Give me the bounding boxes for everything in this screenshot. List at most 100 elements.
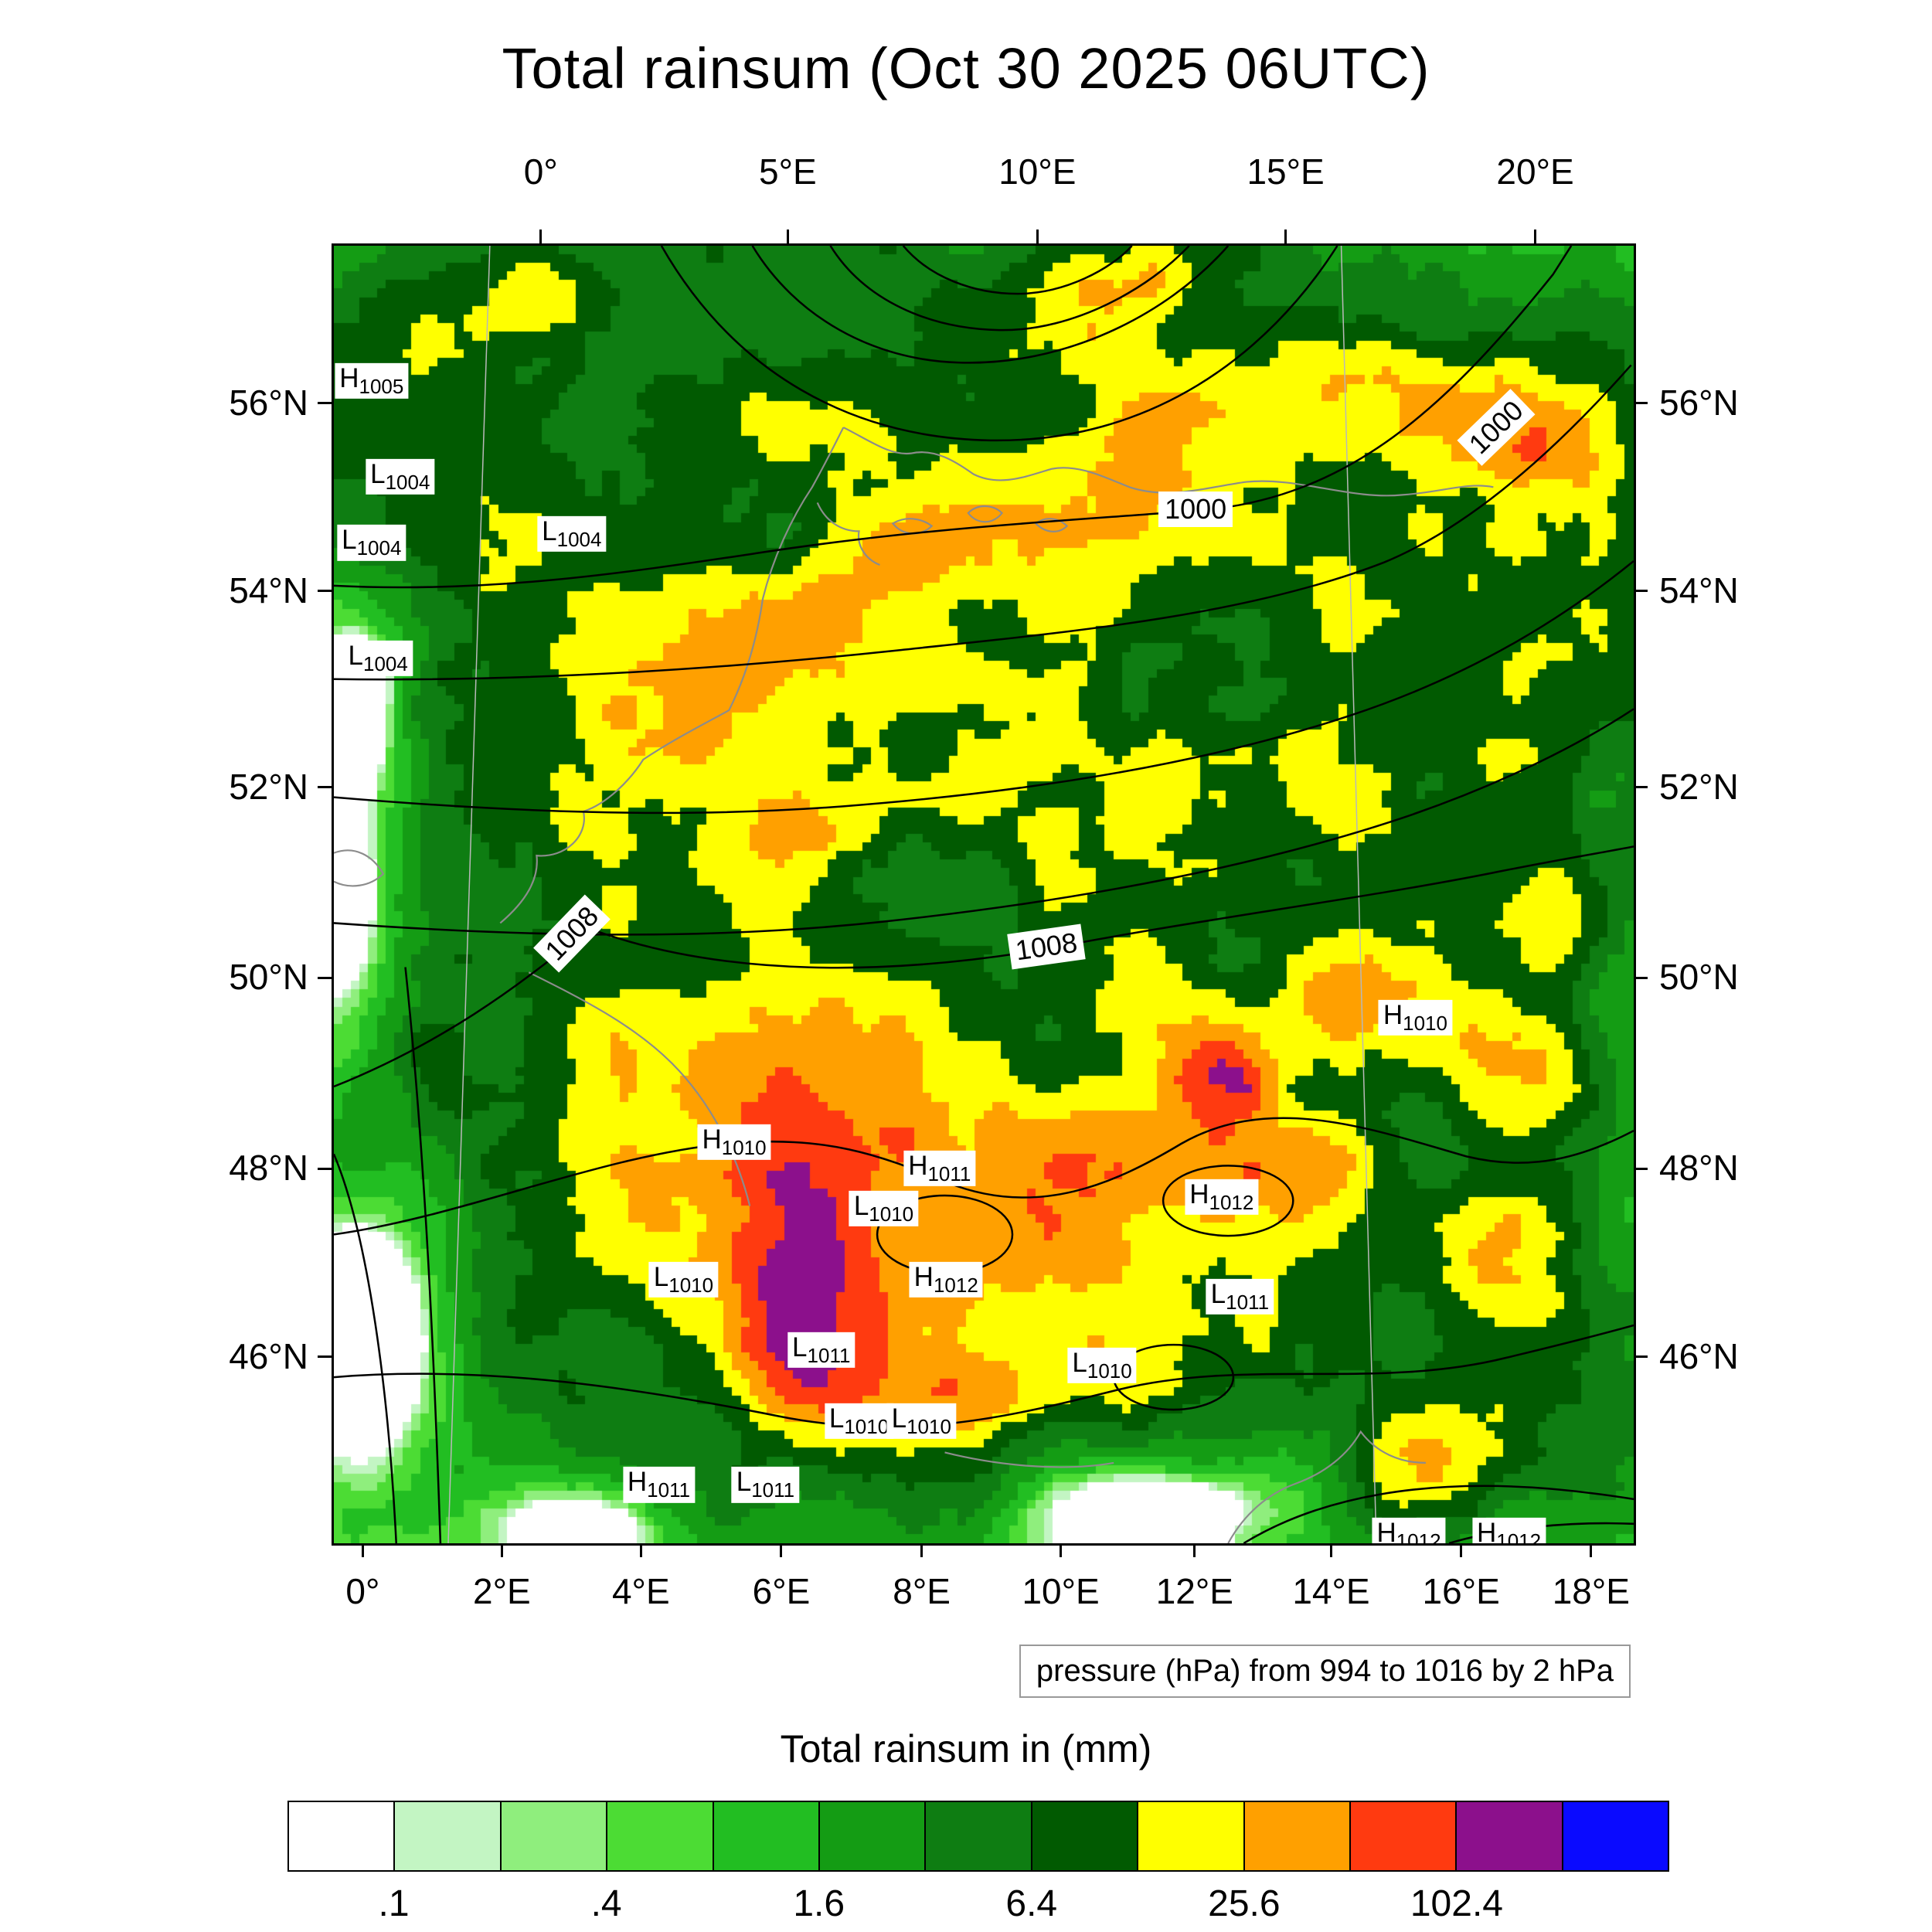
pressure-center-letter: L [792,1332,808,1362]
pressure-center-label: H1010 [697,1124,771,1161]
pressure-contour [660,246,1338,442]
colorbar-tick-labels: .1 .4 1.6 6.4 25.6 102.4 [287,1883,1669,1929]
contour-value-label: 1000 [1158,491,1233,527]
axis-tick-label-top: 5°E [759,151,817,192]
pressure-center-letter: L [853,1190,869,1221]
pressure-contour [404,967,442,1543]
pressure-contour [1162,1165,1294,1237]
axis-tick-label-left: 52°N [229,766,308,807]
axis-tick-label-right: 54°N [1659,570,1739,611]
coastline [334,849,385,887]
axis-tick-bottom [361,1543,364,1557]
pressure-center-label: L1010 [886,1403,956,1440]
colorbar-cell-5 [818,1801,927,1872]
pressure-center-label: H1012 [1372,1517,1446,1546]
pressure-contour [751,246,1230,364]
pressure-center-value: 1011 [807,1343,851,1367]
axis-tick-label-top: 15°E [1247,151,1325,192]
pressure-center-value: 1011 [647,1478,691,1502]
axis-tick-label-right: 56°N [1659,382,1739,423]
axis-tick-top [1534,230,1537,243]
axis-tick-left [318,590,332,593]
axis-tick-top [1284,230,1287,243]
coastline [842,427,1494,497]
pressure-center-label: L1004 [343,640,413,677]
pressure-center-letter: H [908,1150,928,1181]
axis-tick-bottom [1329,1543,1332,1557]
axis-tick-label-top: 20°E [1496,151,1574,192]
colorbar-cell-10 [1349,1801,1458,1872]
axis-tick-label-bottom: 4°E [611,1571,670,1611]
pressure-contour [334,246,1573,589]
axis-tick-label-top: 10°E [998,151,1077,192]
pressure-center-label: L1010 [648,1262,719,1298]
pressure-center-label: H1005 [335,362,409,399]
axis-tick-label-bottom: 0° [345,1571,380,1611]
pressure-center-value: 1011 [751,1478,795,1502]
pressure-center-letter: L [342,525,357,556]
pressure-center-value: 1010 [721,1136,767,1160]
coastline [1227,1430,1426,1543]
pressure-center-value: 1012 [1496,1529,1542,1546]
axis-tick-right [1634,786,1648,788]
axis-tick-bottom [1590,1543,1593,1557]
colorbar-tick-label: 25.6 [1208,1883,1281,1924]
pressure-center-value: 1012 [1209,1190,1254,1214]
colorbar-cell-7 [1030,1801,1139,1872]
axis-tick-left [318,402,332,405]
axis-tick-label-left: 54°N [229,570,308,611]
colorbar-cell-9 [1243,1801,1351,1872]
pressure-center-label: L1010 [824,1403,894,1440]
axis-tick-bottom [1193,1543,1196,1557]
rainfall-field-canvas [334,246,1634,1543]
pressure-center-label: L1011 [787,1332,855,1368]
axis-tick-left [318,1355,332,1359]
pressure-center-letter: H [1376,1517,1396,1546]
axis-tick-top [786,230,789,243]
pressure-center-value: 1005 [359,374,404,398]
pressure-center-label: L1010 [1067,1347,1137,1384]
colorbar-cell-0 [287,1801,396,1872]
pressure-center-label: L1011 [731,1467,800,1503]
pressure-contour [1112,1343,1235,1411]
pressure-center-letter: H [1476,1517,1497,1546]
coastline [1034,518,1069,532]
pressure-center-value: 1010 [869,1202,914,1226]
pressure-center-label: H1012 [1471,1517,1546,1546]
axis-tick-label-left: 50°N [229,957,308,998]
axis-tick-bottom [1460,1543,1463,1557]
axis-tick-label-bottom: 18°E [1552,1571,1630,1611]
pressure-center-value: 1010 [668,1274,714,1298]
pressure-center-label: L1004 [537,515,607,552]
axis-tick-bottom [920,1543,923,1557]
pressure-center-letter: H [702,1124,722,1155]
pressure-center-letter: H [339,362,359,393]
pressure-center-letter: L [348,640,363,671]
colorbar-tick-label: 102.4 [1410,1883,1503,1924]
axis-tick-bottom [639,1543,642,1557]
pressure-contour [334,364,1632,681]
axis-tick-label-bottom: 8°E [893,1571,951,1611]
pressure-center-letter: L [653,1262,669,1293]
axis-tick-right [1634,402,1648,405]
axis-tick-label-left: 48°N [229,1148,308,1189]
axis-tick-label-bottom: 6°E [752,1571,811,1611]
colorbar-title: Total rainsum in (mm) [780,1727,1152,1770]
colorbar-tick-label: .1 [378,1883,410,1924]
axis-tick-label-right: 50°N [1659,957,1739,998]
pressure-labels-layer: H1005 L1004 L1004 L1004 L1004 H1010 H1010 H1011… [334,246,1634,1543]
pressure-center-letter: L [1072,1347,1087,1378]
colorbar-tick-label: .4 [590,1883,622,1924]
pressure-contour [1243,1485,1634,1543]
axis-tick-label-bottom: 16°E [1422,1571,1500,1611]
pressure-center-letter: H [913,1262,934,1293]
graticule-line [1340,246,1377,1543]
axis-tick-right [1634,1167,1648,1170]
map-area: H1005 L1004 L1004 L1004 L1004 H1010 H1010 H1011… [332,243,1636,1546]
pressure-center-label: H1012 [909,1262,983,1298]
axis-tick-label-top: 0° [523,151,558,192]
colorbar-tick-label: 1.6 [793,1883,845,1924]
axis-tick-label-left: 56°N [229,382,308,423]
pressure-contour [334,1153,397,1543]
